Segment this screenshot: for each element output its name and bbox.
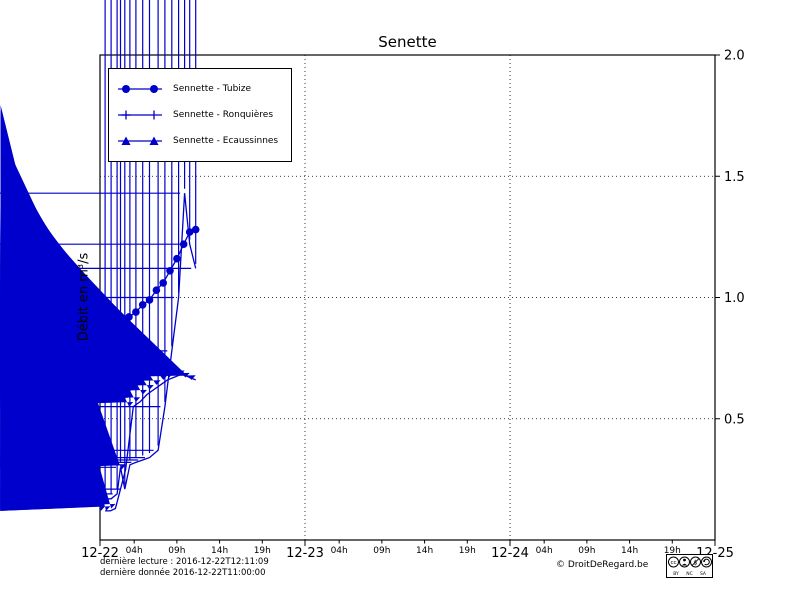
svg-text:14h: 14h <box>621 546 638 556</box>
svg-text:19h: 19h <box>254 546 271 556</box>
chart-title: Senette <box>378 33 437 51</box>
copyright-text: © DroitDeRegard.be <box>556 560 649 570</box>
svg-text:19h: 19h <box>459 546 476 556</box>
svg-text:0.5: 0.5 <box>724 412 745 427</box>
svg-text:cc: cc <box>670 560 676 566</box>
svg-text:NC: NC <box>686 571 693 577</box>
svg-text:04h: 04h <box>536 546 553 556</box>
svg-text:09h: 09h <box>578 546 595 556</box>
svg-text:09h: 09h <box>168 546 185 556</box>
y-axis-label: Débit en m³/s <box>76 252 92 342</box>
svg-text:2.0: 2.0 <box>724 49 745 64</box>
svg-text:1.0: 1.0 <box>724 291 745 306</box>
plus-marker-icon <box>118 110 162 120</box>
svg-text:SA: SA <box>700 571 707 577</box>
svg-text:19h: 19h <box>664 546 681 556</box>
svg-text:04h: 04h <box>126 546 143 556</box>
svg-text:12-24: 12-24 <box>491 546 529 561</box>
svg-text:14h: 14h <box>416 546 433 556</box>
triangle-marker-icon <box>118 136 162 145</box>
circle-marker-icon <box>118 85 162 93</box>
legend-item-ecaussinnes: Sennette - Ecaussinnes <box>117 128 283 154</box>
svg-text:1.5: 1.5 <box>724 170 745 185</box>
svg-text:12-22: 12-22 <box>81 546 119 561</box>
svg-text:12-23: 12-23 <box>286 546 324 561</box>
legend-label: Sennette - Tubize <box>173 84 252 94</box>
svg-text:BY: BY <box>673 571 679 577</box>
last-data-text: dernière donnée 2016-12-22T11:00:00 <box>100 568 266 578</box>
last-reading-text: dernière lecture : 2016-12-22T12:11:09 <box>100 557 269 567</box>
legend-item-tubize: Sennette - Tubize <box>117 76 283 102</box>
legend: Sennette - Tubize Sennette - Ronquières … <box>108 68 292 162</box>
legend-label: Sennette - Ronquières <box>173 110 274 120</box>
svg-text:04h: 04h <box>331 546 348 556</box>
svg-text:14h: 14h <box>211 546 228 556</box>
cc-by-nc-sa-license-icon: cc $ BY NC SA <box>666 554 713 578</box>
svg-text:09h: 09h <box>373 546 390 556</box>
legend-item-ronquieres: Sennette - Ronquières <box>117 102 283 128</box>
legend-label: Sennette - Ecaussinnes <box>173 136 279 146</box>
